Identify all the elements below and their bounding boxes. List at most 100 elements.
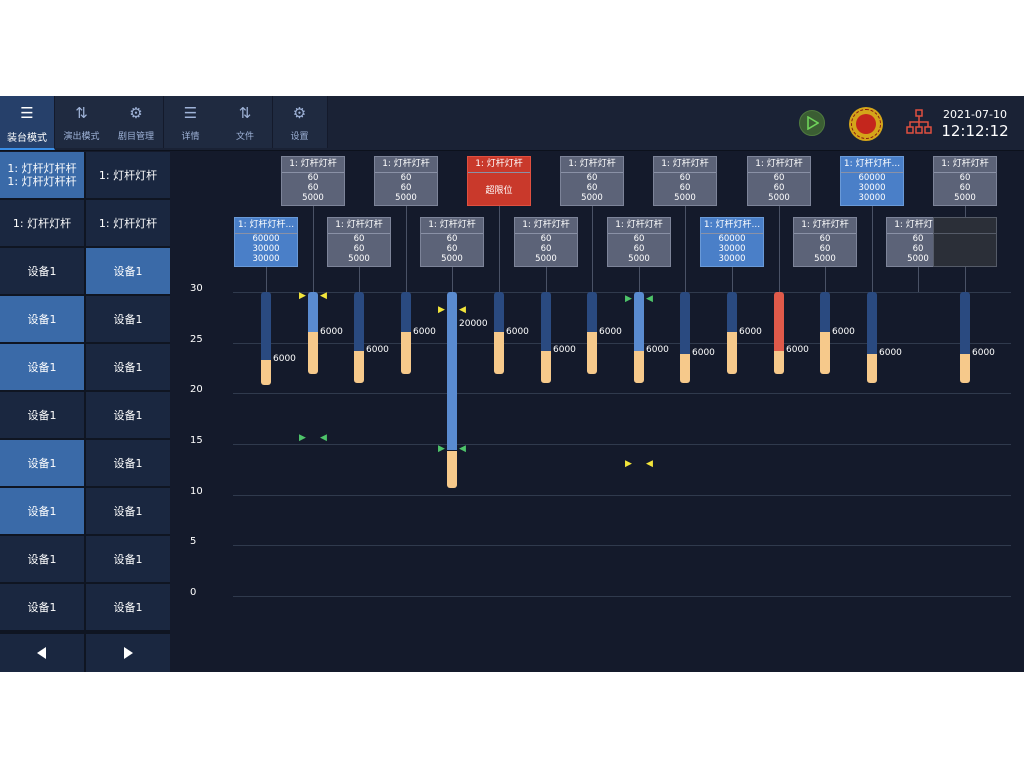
info-card[interactable] — [933, 217, 997, 267]
position-bar[interactable] — [867, 292, 877, 383]
position-bar[interactable] — [401, 292, 411, 374]
info-card[interactable]: 1: 灯杆灯杆 60 60 5000 — [281, 156, 345, 206]
position-bar[interactable] — [680, 292, 690, 383]
bar-current — [960, 354, 970, 383]
device-cell[interactable]: 设备1 — [86, 344, 170, 390]
card-value: 60 — [959, 173, 971, 183]
network-icon[interactable] — [905, 108, 933, 136]
bar-range — [960, 292, 970, 354]
position-bar[interactable] — [494, 292, 504, 374]
toolbar-tab[interactable]: ⇅ 文件 — [218, 96, 273, 148]
card-value: 60000 — [718, 234, 746, 244]
device-cell[interactable]: 设备1 — [86, 440, 170, 486]
device-cell[interactable]: 设备1 — [86, 488, 170, 534]
position-bar[interactable] — [774, 292, 784, 374]
device-cell[interactable]: 设备1 — [86, 584, 170, 630]
info-card[interactable]: 1: 灯杆灯杆 60 60 5000 — [560, 156, 624, 206]
info-card[interactable]: 1: 灯杆灯杆 60 60 5000 — [933, 156, 997, 206]
device-cell[interactable]: 设备1 — [86, 296, 170, 342]
device-cell[interactable]: 1: 灯杆灯杆杆 1: 灯杆灯杆杆 — [0, 152, 84, 198]
toolbar-tab-label: 演出模式 — [63, 132, 100, 142]
time-display: 12:12:12 — [941, 122, 1009, 140]
bar-current — [634, 351, 644, 383]
emergency-stop-button[interactable] — [849, 107, 883, 141]
bar-value-label: 6000 — [553, 345, 576, 355]
position-bar[interactable] — [447, 292, 457, 488]
play-button[interactable] — [799, 110, 825, 136]
bar-value-label: 6000 — [599, 327, 622, 337]
connector-line — [359, 267, 360, 292]
card-value: 60 — [912, 234, 924, 244]
position-bar[interactable] — [727, 292, 737, 374]
connector-line — [825, 267, 826, 292]
info-card[interactable]: 1: 灯杆灯杆 60 60 5000 — [653, 156, 717, 206]
toolbar-tab-label: 详情 — [181, 132, 200, 142]
bar-value-label: 6000 — [972, 348, 995, 358]
limit-marker-right-icon: ◀ — [646, 459, 653, 469]
card-value: 60 — [773, 183, 785, 193]
device-cell[interactable]: 设备1 — [0, 344, 84, 390]
prev-page-button[interactable] — [0, 634, 84, 672]
card-title: 1: 灯杆灯杆... — [841, 157, 903, 173]
device-cell[interactable]: 设备1 — [0, 488, 84, 534]
bar-current — [867, 354, 877, 383]
connector-line — [779, 206, 780, 292]
bar-value-label: 6000 — [739, 327, 762, 337]
limit-marker-right-icon: ◀ — [459, 305, 466, 315]
connector-line — [685, 206, 686, 292]
device-cell[interactable]: 设备1 — [86, 392, 170, 438]
device-cell[interactable]: 设备1 — [0, 296, 84, 342]
card-value: 30000 — [858, 183, 886, 193]
toolbar-tab-label: 设置 — [290, 132, 309, 142]
toolbar-tab[interactable]: ⇅ 演出模式 — [54, 96, 110, 148]
position-bar[interactable] — [308, 292, 318, 374]
position-bar[interactable] — [634, 292, 644, 383]
device-cell[interactable]: 设备1 — [0, 248, 84, 294]
toolbar-tab[interactable]: ⚙ 剧目管理 — [109, 96, 164, 148]
info-card[interactable]: 1: 灯杆灯杆 60 60 5000 — [747, 156, 811, 206]
card-value: 5000 — [628, 254, 650, 264]
position-bar[interactable] — [541, 292, 551, 383]
device-cell[interactable]: 1: 灯杆灯杆 — [86, 200, 170, 246]
position-bar[interactable] — [587, 292, 597, 374]
info-card[interactable]: 1: 灯杆灯杆 超限位 — [467, 156, 531, 206]
bar-current — [727, 332, 737, 374]
connector-line — [732, 267, 733, 292]
info-card[interactable]: 1: 灯杆灯杆 60 60 5000 — [420, 217, 484, 267]
info-card[interactable]: 1: 灯杆灯杆 60 60 5000 — [607, 217, 671, 267]
card-value: 5000 — [954, 193, 976, 203]
card-title: 1: 灯杆灯杆 — [608, 218, 670, 234]
info-card[interactable]: 1: 灯杆灯杆 60 60 5000 — [327, 217, 391, 267]
device-cell[interactable]: 设备1 — [86, 536, 170, 582]
device-cell[interactable]: 设备1 — [86, 248, 170, 294]
device-cell[interactable]: 设备1 — [0, 536, 84, 582]
card-title: 1: 灯杆灯杆 — [421, 218, 483, 234]
position-bar[interactable] — [820, 292, 830, 374]
position-bar[interactable] — [261, 292, 271, 385]
card-value: 60 — [912, 244, 924, 254]
device-cell[interactable]: 设备1 — [0, 440, 84, 486]
device-cell[interactable]: 1: 灯杆灯杆 — [86, 152, 170, 198]
device-cell[interactable]: 设备1 — [0, 392, 84, 438]
card-value: 60000 — [858, 173, 886, 183]
device-cell[interactable]: 1: 灯杆灯杆 — [0, 200, 84, 246]
next-page-button[interactable] — [86, 634, 170, 672]
limit-marker-right-icon: ◀ — [646, 294, 653, 304]
y-tick-label: 20 — [190, 384, 203, 395]
card-value: 60 — [400, 173, 412, 183]
info-card[interactable]: 1: 灯杆灯杆... 60000 30000 30000 — [840, 156, 904, 206]
info-card[interactable]: 1: 灯杆灯杆... 60000 30000 30000 — [700, 217, 764, 267]
info-card[interactable]: 1: 灯杆灯杆... 60000 30000 30000 — [234, 217, 298, 267]
card-value: 60 — [959, 183, 971, 193]
toolbar-tab[interactable]: ☰ 详情 — [163, 96, 219, 148]
top-toolbar: ☰ 装台模式 ⇅ 演出模式 ⚙ 剧目管理 ☰ 详情 ⇅ 文件 ⚙ 设置 2021-07-10 12:1… — [0, 96, 1024, 151]
info-card[interactable]: 1: 灯杆灯杆 60 60 5000 — [793, 217, 857, 267]
bar-value-label: 6000 — [646, 345, 669, 355]
info-card[interactable]: 1: 灯杆灯杆 60 60 5000 — [514, 217, 578, 267]
toolbar-tab[interactable]: ⚙ 设置 — [272, 96, 328, 148]
info-card[interactable]: 1: 灯杆灯杆 60 60 5000 — [374, 156, 438, 206]
device-cell[interactable]: 设备1 — [0, 584, 84, 630]
toolbar-tab[interactable]: ☰ 装台模式 — [0, 96, 55, 150]
position-bar[interactable] — [960, 292, 970, 383]
position-bar[interactable] — [354, 292, 364, 383]
